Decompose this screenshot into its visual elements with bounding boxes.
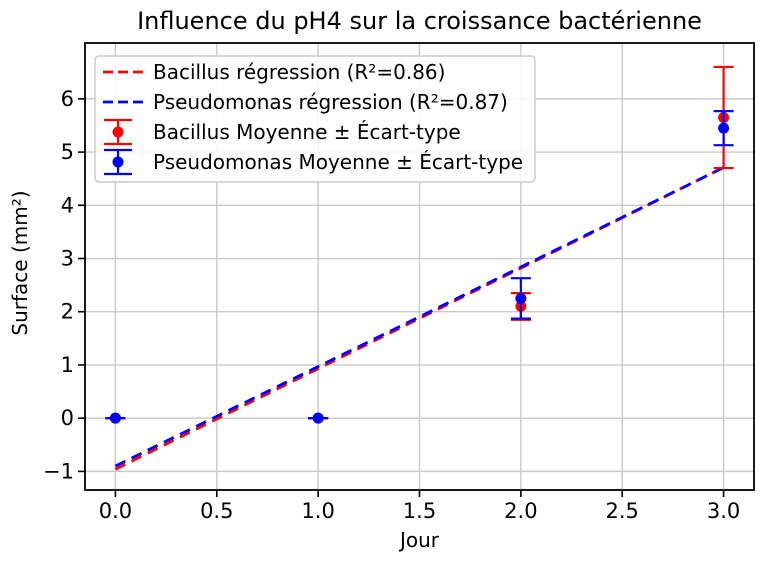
data-point-pseudomonas [515,292,527,304]
chart-title: Influence du pH4 sur la croissance bacté… [137,7,702,35]
legend-label: Pseudomonas Moyenne ± Écart-type [153,150,523,174]
y-axis-label: Surface (mm²) [8,190,32,336]
legend-box [94,55,536,183]
legend-marker [112,156,124,168]
y-tick-label: 5 [61,140,74,164]
y-tick-label: 3 [61,247,74,271]
legend-label: Bacillus régression (R²=0.86) [153,60,445,84]
legend: Bacillus régression (R²=0.86) Pseudomonas… [94,55,536,183]
y-tick-label: −1 [43,459,74,483]
legend-entry: Bacillus Moyenne ± Écart-type [104,118,461,146]
x-tick-label: 0.5 [200,499,233,523]
data-point-pseudomonas [109,412,121,424]
legend-label: Pseudomonas régression (R²=0.87) [153,90,508,114]
x-axis-label: Jour [399,528,440,552]
x-tick-label: 2.0 [504,499,537,523]
x-tick-label: 3.0 [707,499,740,523]
data-point-pseudomonas [718,122,730,134]
x-tick-label: 1.0 [301,499,334,523]
series-pseudomonas [105,110,734,424]
y-tick-label: 2 [61,300,74,324]
x-tick-label: 1.5 [403,499,436,523]
y-tick-label: 6 [61,87,74,111]
y-tick-label: 0 [61,406,74,430]
legend-label: Bacillus Moyenne ± Écart-type [153,120,461,144]
data-point-pseudomonas [312,412,324,424]
legend-entry: Bacillus régression (R²=0.86) [103,60,445,84]
legend-marker [112,126,124,138]
x-tick-label: 2.5 [606,499,639,523]
x-tick-label: 0.0 [99,499,132,523]
legend-entry: Pseudomonas Moyenne ± Écart-type [104,148,523,176]
regression-line-pseudomonas [114,166,725,468]
y-tick-label: 4 [61,193,74,217]
plot-frame [84,42,755,491]
y-tick-label: 1 [61,353,74,377]
legend-entry: Pseudomonas régression (R²=0.87) [103,90,508,114]
